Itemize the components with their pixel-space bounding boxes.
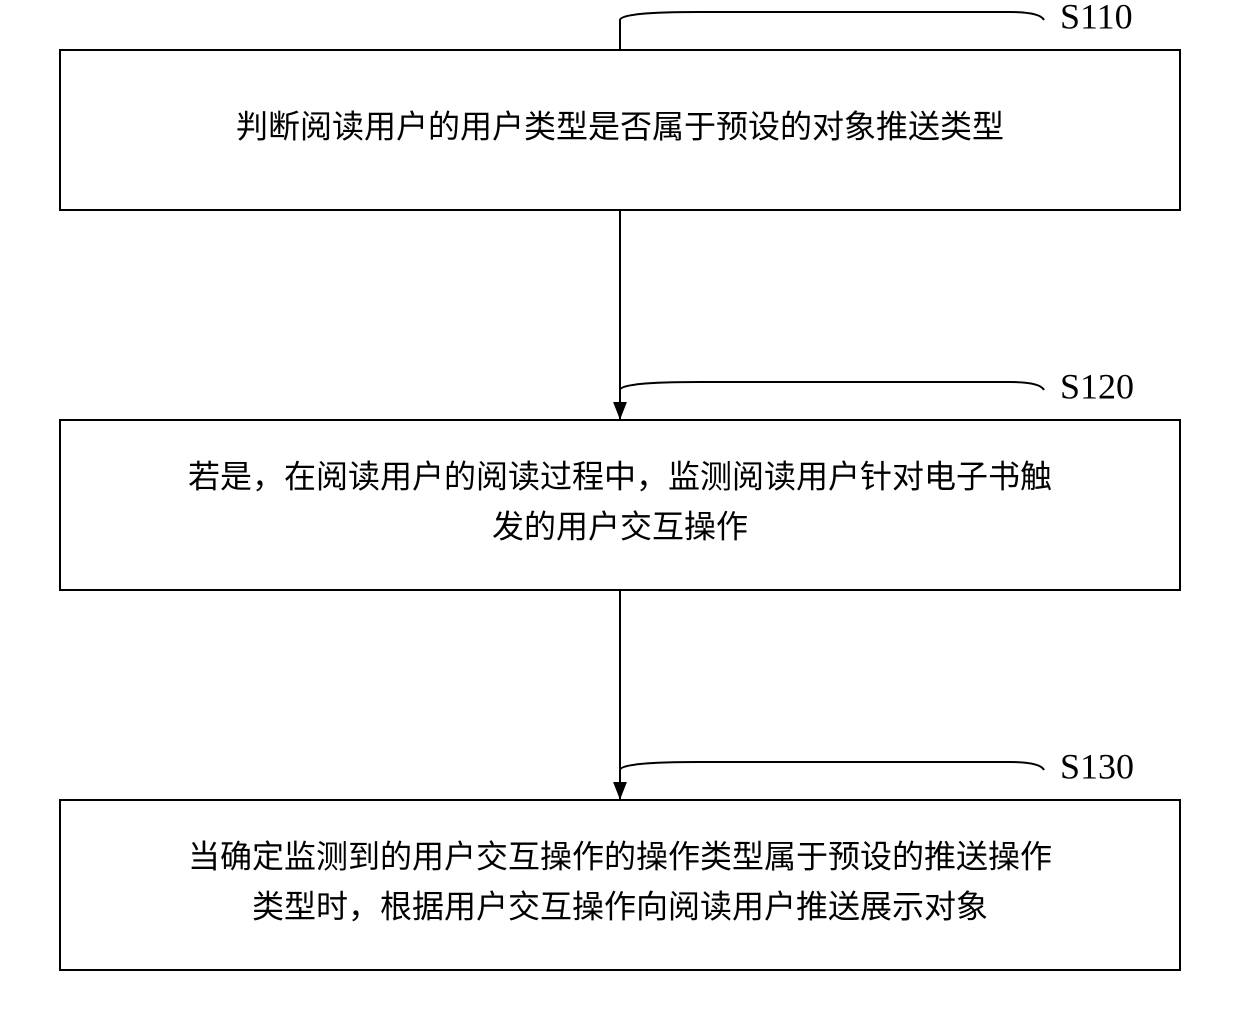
callout-s130 (620, 762, 1044, 800)
label-s120: S120 (1060, 366, 1134, 406)
label-s110: S110 (1060, 0, 1133, 36)
box-s120 (60, 420, 1180, 590)
node-s120: 若是，在阅读用户的阅读过程中，监测阅读用户针对电子书触发的用户交互操作 S120 (60, 366, 1180, 590)
box-s120-line-0: 若是，在阅读用户的阅读过程中，监测阅读用户针对电子书触 (188, 458, 1052, 494)
callout-s120 (620, 382, 1044, 420)
box-s130 (60, 800, 1180, 970)
node-s110: 判断阅读用户的用户类型是否属于预设的对象推送类型 S110 (60, 0, 1180, 210)
flowchart: 判断阅读用户的用户类型是否属于预设的对象推送类型 S110 若是，在阅读用户的阅读过… (0, 0, 1240, 1034)
callout-s110 (620, 12, 1044, 50)
box-s110-line-0: 判断阅读用户的用户类型是否属于预设的对象推送类型 (236, 108, 1004, 144)
label-s130: S130 (1060, 746, 1134, 786)
box-s130-line-0: 当确定监测到的用户交互操作的操作类型属于预设的推送操作 (188, 838, 1052, 874)
node-s130: 当确定监测到的用户交互操作的操作类型属于预设的推送操作类型时，根据用户交互操作向… (60, 746, 1180, 970)
box-s130-line-1: 类型时，根据用户交互操作向阅读用户推送展示对象 (252, 888, 988, 924)
box-s120-line-1: 发的用户交互操作 (492, 508, 748, 544)
